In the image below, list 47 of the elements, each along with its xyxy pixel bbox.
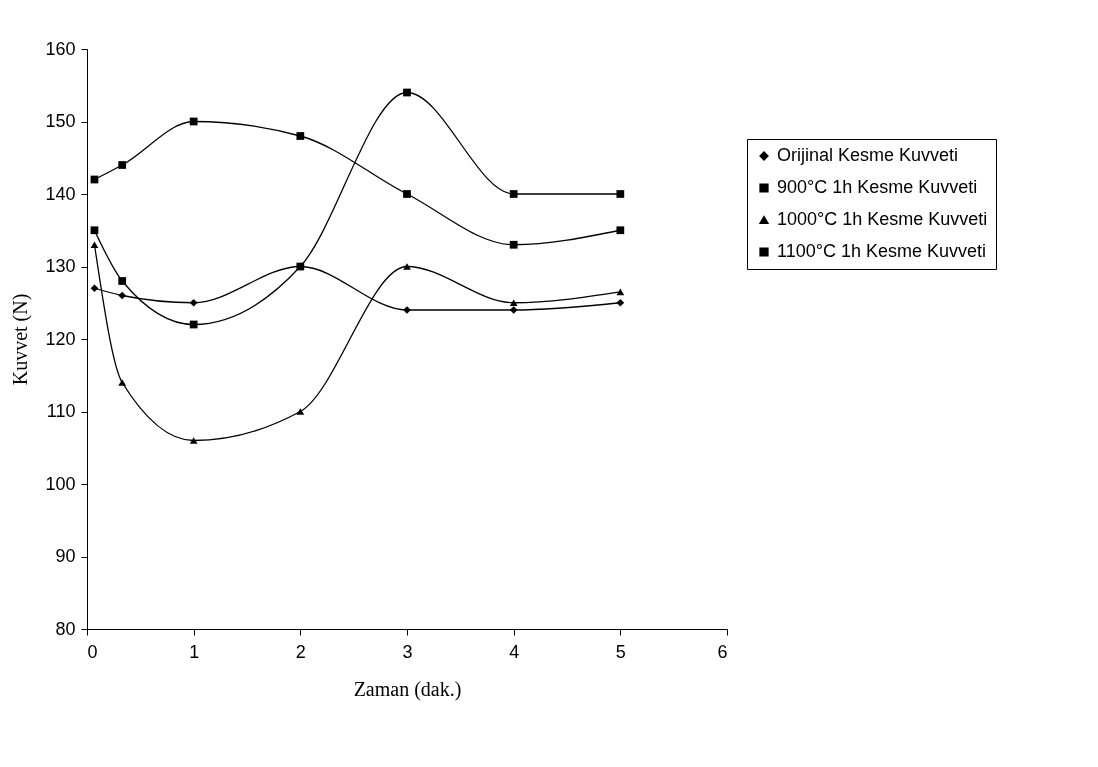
point [403, 190, 411, 198]
x-tick-label: 4 [509, 641, 520, 662]
point [403, 88, 411, 97]
y-tick-label: 100 [45, 473, 76, 494]
x-tick-label: 1 [189, 641, 200, 662]
point [90, 284, 99, 293]
point [509, 299, 518, 307]
point [118, 277, 127, 285]
y-tick-label: 110 [46, 401, 76, 421]
x-tick-label: 5 [615, 641, 626, 662]
x-tick-label: 6 [717, 641, 728, 662]
y-tick-label: 120 [45, 328, 76, 349]
point [189, 298, 198, 307]
y-tick-label: 160 [45, 38, 76, 59]
point [509, 240, 518, 249]
y-tick-label: 150 [45, 111, 76, 131]
legend-label: Orijinal Kesme Kuvveti [777, 145, 959, 165]
point [296, 262, 305, 271]
point [296, 132, 305, 140]
point [90, 241, 99, 249]
x-tick-label: 2 [295, 641, 306, 662]
point [509, 190, 518, 198]
point [616, 226, 625, 235]
point [403, 263, 411, 270]
legend-label: 1000°C 1h Kesme Kuvveti [777, 209, 988, 229]
y-tick-label: 140 [45, 183, 76, 204]
x-tick-label: 3 [402, 641, 413, 662]
point [118, 161, 127, 169]
point [616, 190, 625, 198]
legend-label: 900°C 1h Kesme Kuvveti [777, 177, 978, 197]
y-tick-label: 90 [55, 546, 76, 566]
point [509, 306, 518, 314]
x-axis-title: Zaman (dak.) [353, 677, 462, 701]
point [616, 288, 625, 296]
point [118, 291, 127, 300]
y-axis-title: Kuvvet (N) [9, 293, 33, 386]
x-tick-label: 0 [87, 641, 98, 662]
y-tick-label: 80 [55, 618, 76, 639]
point [189, 437, 198, 444]
y-tick-label: 130 [45, 256, 76, 276]
point [616, 298, 625, 307]
point [118, 379, 127, 386]
point [296, 408, 305, 415]
point [189, 117, 198, 126]
point [189, 320, 198, 329]
point [90, 226, 99, 235]
legend-label: 1100°C 1h Kesme Kuvveti [777, 241, 986, 261]
